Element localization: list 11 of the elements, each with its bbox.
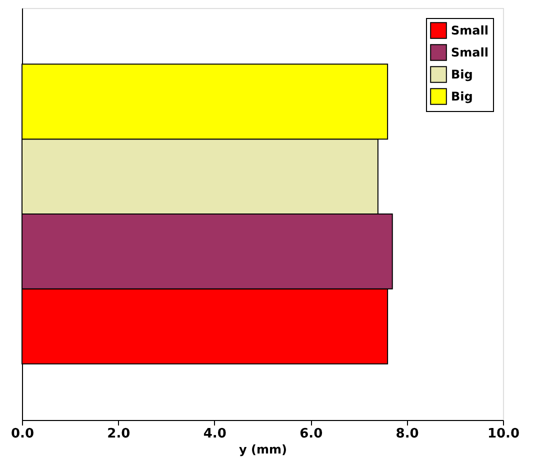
x-tick-label: 0.0: [10, 426, 34, 442]
legend-label: Big: [451, 68, 473, 82]
x-tick-label: 10.0: [487, 426, 520, 442]
legend-label: Big: [451, 90, 473, 104]
x-axis-title: y (mm): [239, 442, 287, 456]
x-tick-label: 8.0: [396, 426, 419, 442]
legend-label: Small: [451, 24, 488, 38]
x-tick-label: 2.0: [107, 426, 130, 442]
legend-label: Small: [451, 46, 488, 60]
x-tick-label: 4.0: [203, 426, 226, 442]
x-tick-label: 6.0: [300, 426, 323, 442]
